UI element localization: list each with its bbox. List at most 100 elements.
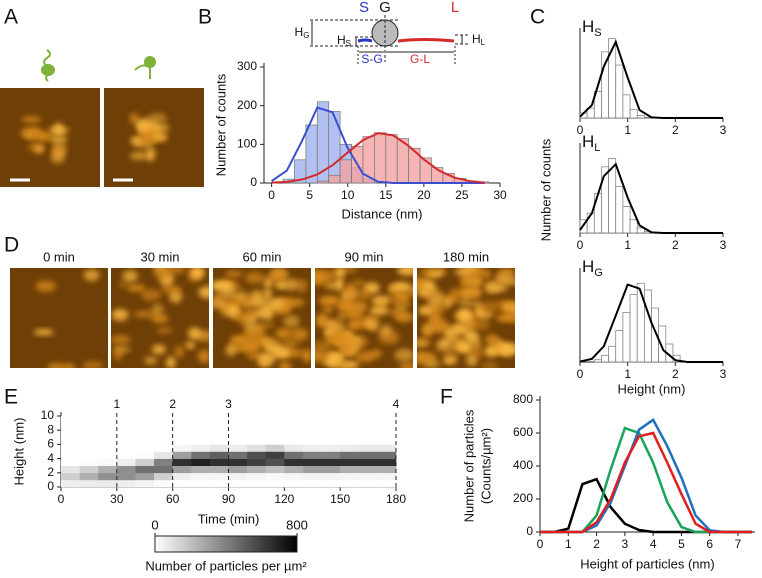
heat-cell: [247, 465, 267, 474]
heat-cell: [116, 465, 136, 474]
heat-cell: [154, 458, 173, 466]
heat-cell: [61, 458, 80, 466]
marker-label: 2: [169, 397, 176, 411]
heat-cell: [284, 465, 304, 474]
y-tick-label: 6: [47, 437, 54, 451]
y-tick-label: 0: [47, 479, 54, 493]
heat-cell: [191, 423, 211, 431]
bar: [385, 134, 398, 184]
x-tick-label: 3: [622, 537, 629, 551]
time-label: 30 min: [140, 249, 179, 264]
fit-curve: [271, 106, 485, 184]
heat-cell: [228, 465, 248, 474]
afm-blob: [423, 327, 433, 337]
x-tick-label: 60: [166, 492, 180, 506]
time-label: 0 min: [43, 249, 75, 264]
heat-cell: [79, 451, 99, 459]
afm-blob: [465, 332, 476, 344]
afm-blob: [258, 321, 276, 329]
heat-cell: [98, 472, 118, 481]
afm-blob: [337, 312, 347, 320]
afm-blob: [457, 298, 469, 307]
heat-cell: [172, 451, 192, 459]
heat-cell: [172, 465, 192, 474]
marker-label: 1: [113, 397, 120, 411]
x-tick-label: 0: [268, 188, 275, 202]
afm-blob: [486, 284, 509, 292]
y-tick-label: 800: [513, 392, 533, 406]
afm-blob: [318, 295, 340, 306]
afm-blob: [339, 361, 359, 368]
y-tick-label: 0: [250, 175, 257, 189]
heat-cell: [135, 444, 155, 452]
heat-cell: [135, 479, 155, 488]
heat-cell: [247, 423, 267, 431]
heat-cell: [191, 458, 211, 466]
heat-cell: [228, 472, 248, 481]
heat-cell: [377, 444, 397, 452]
x-tick-label: 1: [624, 123, 631, 137]
heat-cell: [302, 458, 322, 466]
y-tick-label: 0: [526, 524, 533, 538]
label-hs: HS: [337, 33, 351, 48]
heat-cell: [209, 479, 229, 488]
heat-cell: [116, 437, 136, 445]
panel-letter: B: [198, 6, 212, 29]
heat-cell: [154, 451, 173, 459]
heat-cell: [191, 416, 211, 424]
y-axis-label: Height (nm): [11, 418, 26, 486]
afm-blob: [275, 330, 292, 339]
afm-blob: [36, 131, 47, 141]
x-tick-label: 2: [593, 537, 600, 551]
afm-blob: [399, 361, 413, 368]
panel-title: HG: [582, 257, 603, 278]
heat-cell: [209, 423, 229, 431]
heat-cell: [135, 465, 155, 474]
heat-cell: [154, 479, 173, 488]
afm-blob: [122, 270, 138, 283]
heat-cell: [209, 465, 229, 474]
afm-blob: [136, 120, 149, 134]
heat-cell: [61, 423, 80, 431]
heat-cell: [61, 444, 80, 452]
heat-cell: [321, 444, 341, 452]
afm-images: [0, 88, 515, 368]
heat-cell: [98, 430, 118, 438]
heat-cell: [321, 451, 341, 459]
x-tick-label: 15: [379, 188, 393, 202]
x-tick-label: 3: [720, 238, 727, 252]
afm-blob: [47, 362, 66, 368]
heat-cell: [116, 444, 136, 452]
heat-cell: [377, 451, 397, 459]
x-tick-label: 7: [735, 537, 742, 551]
heat-cell: [302, 430, 322, 438]
bar: [615, 186, 624, 234]
fit-curve: [579, 39, 723, 119]
heat-cell: [321, 479, 341, 488]
afm-blob: [315, 268, 329, 282]
afm-blob: [243, 326, 265, 339]
heat-cell: [154, 472, 173, 481]
afm-blob: [335, 268, 346, 278]
marker-label: 3: [225, 397, 232, 411]
title-base: H: [582, 17, 594, 36]
heat-cell: [340, 444, 360, 452]
title-sub: G: [594, 267, 603, 279]
x-tick-label: 1: [624, 238, 631, 252]
heat-cell: [265, 444, 285, 452]
heat-cell: [228, 423, 248, 431]
afm-blob: [33, 329, 54, 336]
heat-cell: [154, 437, 173, 445]
afm-blob: [279, 361, 292, 368]
afm-blob: [151, 344, 166, 355]
afm-blob: [63, 363, 76, 368]
afm-blob: [428, 311, 442, 325]
x-tick-label: 2: [672, 238, 679, 252]
afm-blob: [53, 122, 64, 136]
heat-cell: [284, 458, 304, 466]
heat-cell: [98, 444, 118, 452]
y-tick-label: 300: [237, 59, 257, 73]
heat-cell: [340, 423, 360, 431]
afm-image: [315, 268, 413, 368]
heat-cell: [228, 416, 248, 424]
